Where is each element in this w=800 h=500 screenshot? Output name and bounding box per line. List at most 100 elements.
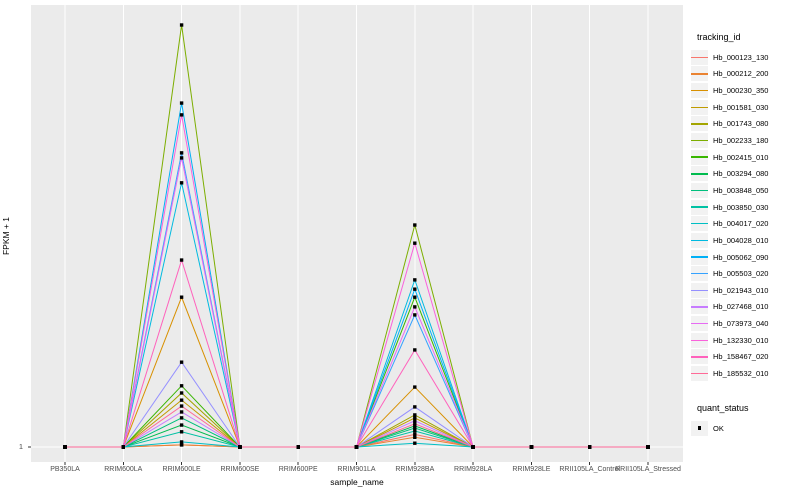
x-tick-label-RRIM928BA: RRIM928BA <box>395 466 435 473</box>
data-point <box>296 445 300 449</box>
legend-title-tracking-id: tracking_id <box>697 32 741 42</box>
data-point <box>179 360 184 364</box>
data-point <box>413 313 417 317</box>
data-point <box>588 445 592 449</box>
legend-line-icon <box>691 322 708 325</box>
x-tick-label-RRIM600LA: RRIM600LA <box>104 466 143 473</box>
legend-item-Hb_005062_090: Hb_005062_090 <box>691 249 799 266</box>
legend-key-swatch <box>691 282 708 298</box>
data-point <box>179 156 184 160</box>
data-point <box>413 348 417 352</box>
legend-item-label: OK <box>713 423 724 433</box>
x-tick-label-RRIM600LE: RRIM600LE <box>162 466 201 473</box>
legend-line-icon <box>691 123 708 125</box>
legend: tracking_id Hb_000123_130 Hb_000212_200 Hb… <box>691 31 799 436</box>
legend-key-swatch <box>691 83 708 99</box>
legend-item-label: Hb_003848_050 <box>713 185 769 195</box>
legend-item-label: Hb_002233_180 <box>713 136 769 146</box>
legend-item-Hb_002233_180: Hb_002233_180 <box>691 132 799 149</box>
legend-item-Hb_003850_030: Hb_003850_030 <box>691 199 799 216</box>
legend-key-swatch <box>691 365 708 381</box>
data-point <box>413 295 417 299</box>
data-point <box>179 404 184 408</box>
data-point <box>413 426 417 430</box>
legend-key-swatch <box>691 66 708 82</box>
x-axis-title: sample_name <box>330 477 384 487</box>
legend-item-Hb_003848_050: Hb_003848_050 <box>691 182 799 199</box>
data-point <box>179 398 184 402</box>
legend-item-Hb_003294_080: Hb_003294_080 <box>691 165 799 182</box>
data-point <box>413 223 417 227</box>
data-point <box>646 445 650 449</box>
data-point <box>413 416 417 420</box>
data-point <box>413 441 417 445</box>
legend-key-swatch <box>691 149 708 165</box>
data-point <box>179 151 184 155</box>
data-point <box>413 432 417 437</box>
legend-item-label: Hb_158467_020 <box>713 352 769 362</box>
legend-key-swatch <box>691 299 708 315</box>
data-point <box>179 440 184 444</box>
legend-item-Hb_021943_010: Hb_021943_010 <box>691 282 799 299</box>
data-point <box>179 384 184 388</box>
legend-title-quant-status: quant_status <box>697 402 749 413</box>
legend-key-swatch <box>691 116 708 132</box>
legend-line-icon <box>691 356 708 358</box>
legend-item-label: Hb_000212_200 <box>713 69 769 79</box>
x-tick-label-RRII105LA_Control: RRII105LA_Control <box>559 466 621 473</box>
legend-item-label: Hb_000123_130 <box>713 52 769 62</box>
data-point <box>179 295 184 299</box>
data-point <box>179 101 184 105</box>
legend-item-Hb_000230_350: Hb_000230_350 <box>691 82 799 99</box>
data-point <box>413 413 417 417</box>
data-point <box>179 416 184 420</box>
legend-item-ok: OK <box>691 420 799 437</box>
data-point <box>413 241 417 245</box>
data-point <box>413 435 417 439</box>
x-tick-label-RRIM901LA: RRIM901LA <box>337 466 376 473</box>
data-point <box>413 429 417 433</box>
x-tick-label-RRII105LA_Stressed: RRII105LA_Stressed <box>615 466 681 473</box>
legend-key-swatch <box>691 133 708 149</box>
legend-item-Hb_005503_020: Hb_005503_020 <box>691 265 799 282</box>
legend-line-icon <box>691 306 708 308</box>
legend-item-label: Hb_004028_010 <box>713 235 769 245</box>
data-point <box>179 23 184 27</box>
legend-key-swatch <box>691 199 708 215</box>
legend-key-swatch <box>691 349 708 365</box>
data-point <box>413 405 417 409</box>
legend-key-swatch <box>691 99 708 115</box>
y-axis-title: FPKM + 1 <box>1 216 11 256</box>
legend-item-Hb_001743_080: Hb_001743_080 <box>691 116 799 133</box>
x-tick-label-RRIM928LA: RRIM928LA <box>454 466 493 473</box>
legend-item-label: Hb_185532_010 <box>713 368 769 378</box>
legend-key-swatch <box>691 332 708 348</box>
legend-item-label: Hb_000230_350 <box>713 86 769 96</box>
legend-item-label: Hb_132330_010 <box>713 335 769 345</box>
legend-line-icon <box>691 106 708 108</box>
legend-line-icon <box>691 223 708 225</box>
data-point <box>238 445 242 449</box>
legend-line-icon <box>691 372 708 375</box>
x-tick-label-RRIM928LE: RRIM928LE <box>512 466 551 473</box>
legend-item-label: Hb_001743_080 <box>713 119 769 129</box>
data-point <box>179 430 184 434</box>
data-point <box>413 385 417 389</box>
legend-line-icon <box>691 156 708 158</box>
legend-item-label: Hb_004017_020 <box>713 219 769 229</box>
legend-key-swatch <box>691 182 708 198</box>
legend-key-swatch <box>691 249 708 265</box>
legend-item-Hb_000123_130: Hb_000123_130 <box>691 49 799 66</box>
legend-item-label: Hb_073973_040 <box>713 319 769 329</box>
legend-line-icon <box>691 173 708 175</box>
data-point <box>529 445 534 449</box>
legend-item-Hb_132330_010: Hb_132330_010 <box>691 332 799 349</box>
data-point <box>179 391 184 395</box>
legend-line-icon <box>691 189 708 192</box>
data-point <box>121 445 125 449</box>
legend-line-icon <box>691 289 708 291</box>
legend-line-icon <box>691 206 708 208</box>
legend-line-icon <box>691 239 708 242</box>
